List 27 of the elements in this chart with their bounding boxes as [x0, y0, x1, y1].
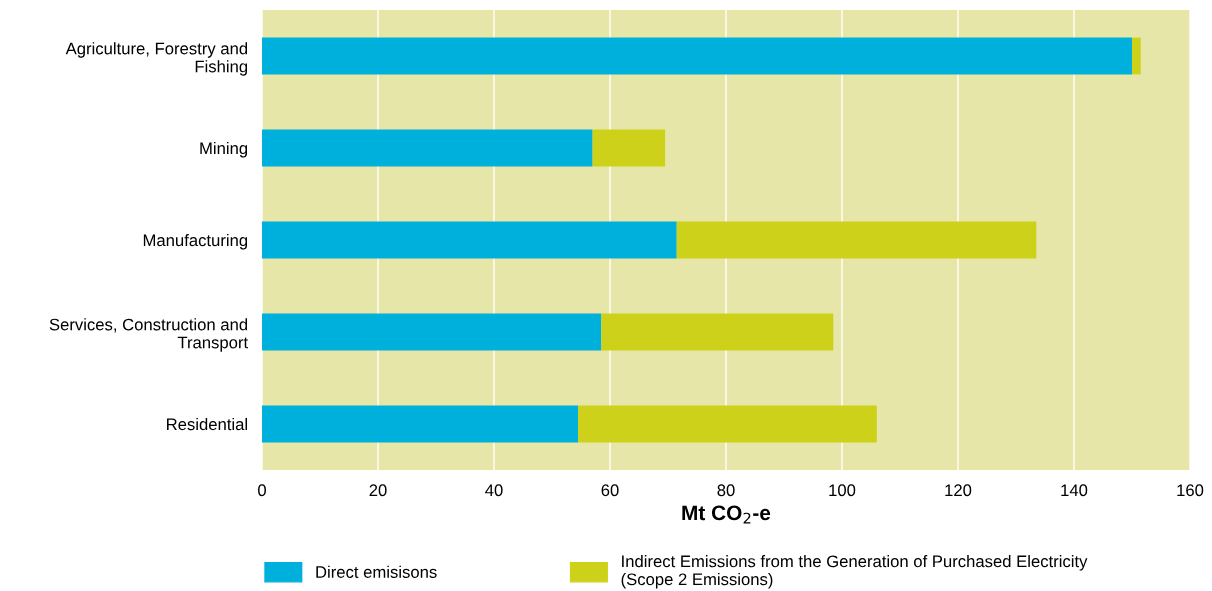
x-axis-title: Mt CO$_{2}$-e	[682, 505, 771, 524]
bar	[262, 221, 677, 259]
x-tick-label: 40	[485, 484, 503, 497]
bar	[592, 129, 666, 167]
bar	[262, 313, 602, 351]
y-tick-label: Agriculture, Forestry and Fishing	[65, 42, 248, 76]
x-tick-label: 100	[829, 484, 856, 497]
bar	[262, 37, 1132, 75]
x-tick-label: 80	[717, 484, 735, 497]
bar	[262, 129, 593, 167]
x-tick-label: 160	[1177, 484, 1204, 497]
x-tick-label: 120	[945, 484, 972, 497]
bar	[676, 221, 1037, 259]
bar	[601, 313, 834, 351]
y-tick-label: Residential	[167, 417, 247, 431]
legend-label: Direct emisisons	[316, 565, 437, 578]
bar	[578, 405, 877, 443]
y-tick-label: Manufacturing	[143, 233, 248, 250]
y-tick-label: Mining	[200, 141, 248, 158]
bar	[262, 405, 579, 443]
legend-label: Indirect Emissions from the Generation of Purchased Electricity (Scope 2 Emissions)	[621, 555, 1088, 589]
x-tick-label: 140	[1061, 484, 1088, 497]
x-tick-label: 60	[601, 484, 619, 497]
x-tick-label: 0	[258, 484, 266, 497]
bar	[1132, 37, 1141, 75]
x-tick-label: 20	[369, 484, 387, 497]
y-tick-label: Services, Construction and Transport	[49, 318, 248, 352]
